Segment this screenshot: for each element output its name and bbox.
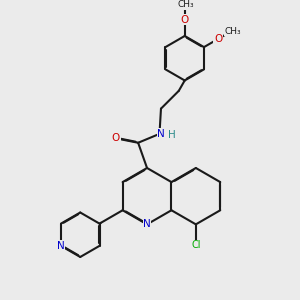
Text: N: N <box>143 219 151 230</box>
Text: CH₃: CH₃ <box>224 27 241 36</box>
Text: N: N <box>157 129 165 139</box>
Text: N: N <box>57 241 65 251</box>
Text: O: O <box>181 15 189 25</box>
Text: Cl: Cl <box>191 240 201 250</box>
Text: CH₃: CH₃ <box>178 0 194 9</box>
Text: H: H <box>168 130 176 140</box>
Text: O: O <box>112 133 120 143</box>
Text: O: O <box>214 34 222 44</box>
